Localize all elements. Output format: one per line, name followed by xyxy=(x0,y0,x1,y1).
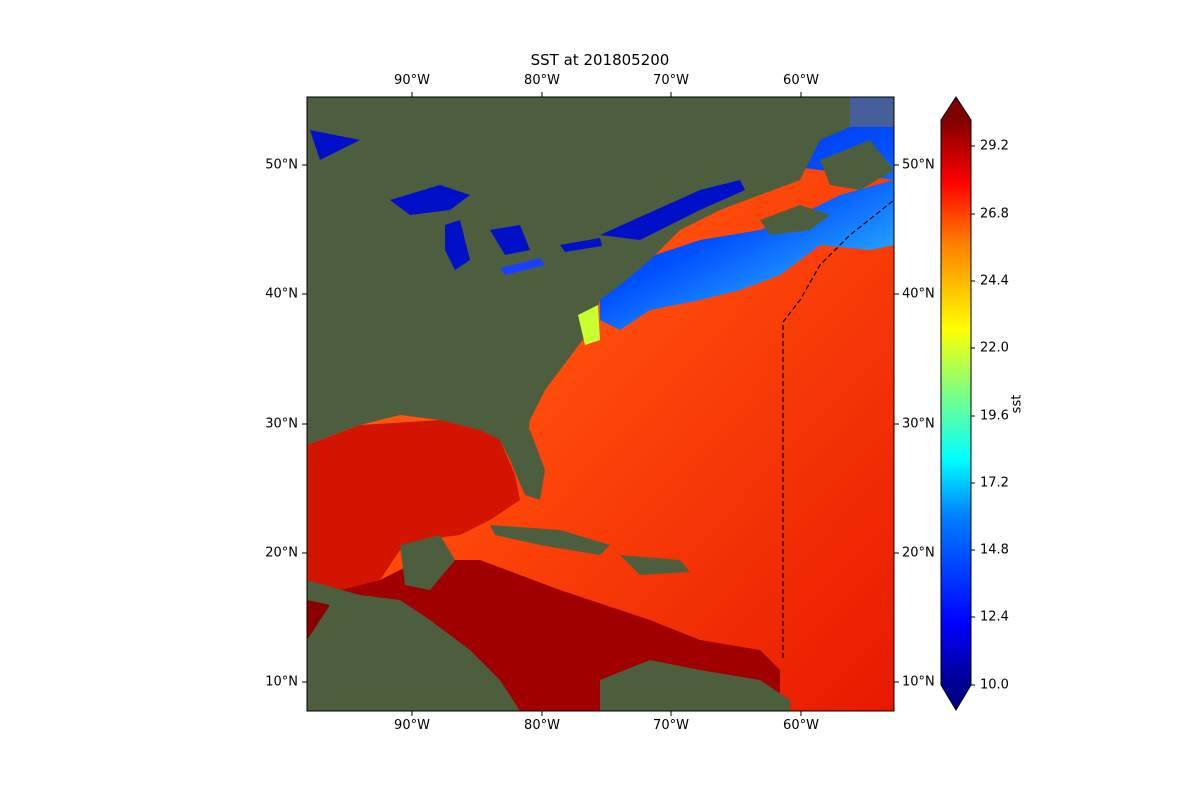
cuba-land xyxy=(490,525,610,555)
x-tick-bottom-90w: 90°W xyxy=(394,718,430,733)
y-tick-right-10n: 10°N xyxy=(902,674,935,690)
tick-marks xyxy=(302,92,899,716)
colorbar-extend-max xyxy=(941,97,971,120)
x-tick-bottom-70w: 70°W xyxy=(653,718,689,733)
map-title: SST at 201805200 xyxy=(530,51,670,69)
colorbar xyxy=(940,96,975,711)
colorbar-tick-label: 17.2 xyxy=(980,475,1009,491)
lake-ontario xyxy=(560,238,602,252)
y-tick-left-40n: 40°N xyxy=(265,286,298,302)
y-tick-right-40n: 40°N xyxy=(902,286,935,302)
nova-scotia-land xyxy=(760,205,830,235)
colorbar-extend-min xyxy=(941,685,971,710)
pacific-warm-water xyxy=(307,600,330,640)
lake-erie xyxy=(500,258,545,275)
x-tick-bottom-60w: 60°W xyxy=(783,718,819,733)
y-tick-right-30n: 30°N xyxy=(902,416,935,432)
colorbar-tick-label: 19.6 xyxy=(980,408,1009,424)
lake-huron xyxy=(490,225,530,255)
yucatan-land xyxy=(400,535,455,590)
map-frame xyxy=(306,96,895,712)
x-tick-top-80w: 80°W xyxy=(524,73,560,88)
x-tick-top-60w: 60°W xyxy=(783,73,819,88)
colorbar-gradient xyxy=(941,120,971,685)
gulf-of-mexico xyxy=(307,420,520,590)
colorbar-tick-label: 10.0 xyxy=(980,677,1009,693)
y-tick-right-20n: 20°N xyxy=(902,545,935,561)
x-tick-top-70w: 70°W xyxy=(653,73,689,88)
chesapeake-bay xyxy=(578,305,600,345)
lake-michigan xyxy=(445,220,470,270)
colorbar-tick-label: 14.8 xyxy=(980,542,1009,558)
hispaniola-land xyxy=(620,555,690,575)
colorbar-outline xyxy=(940,96,972,711)
colorbar-tick-label: 12.4 xyxy=(980,609,1009,625)
x-tick-bottom-80w: 80°W xyxy=(524,718,560,733)
y-tick-right-50n: 50°N xyxy=(902,157,935,173)
st-lawrence xyxy=(600,180,745,240)
boundary-dashed-line xyxy=(782,199,894,658)
colorbar-tick-label: 29.2 xyxy=(980,138,1009,154)
y-tick-left-30n: 30°N xyxy=(265,416,298,432)
newfoundland-land xyxy=(820,140,894,190)
lake-superior xyxy=(390,185,470,215)
x-tick-top-90w: 90°W xyxy=(394,73,430,88)
y-tick-left-20n: 20°N xyxy=(265,545,298,561)
central-america-land xyxy=(307,580,520,711)
colorbar-tick-label: 24.4 xyxy=(980,273,1009,289)
south-america-land xyxy=(600,660,790,711)
colorbar-axis-label: sst xyxy=(1009,394,1025,414)
colorbar-tick-label: 26.8 xyxy=(980,206,1009,222)
y-tick-left-50n: 50°N xyxy=(265,157,298,173)
florida-land xyxy=(505,430,545,500)
colorbar-tick-label: 22.0 xyxy=(980,340,1009,356)
sst-map xyxy=(307,97,894,711)
y-tick-left-10n: 10°N xyxy=(265,674,298,690)
northern-lakes xyxy=(310,130,360,160)
